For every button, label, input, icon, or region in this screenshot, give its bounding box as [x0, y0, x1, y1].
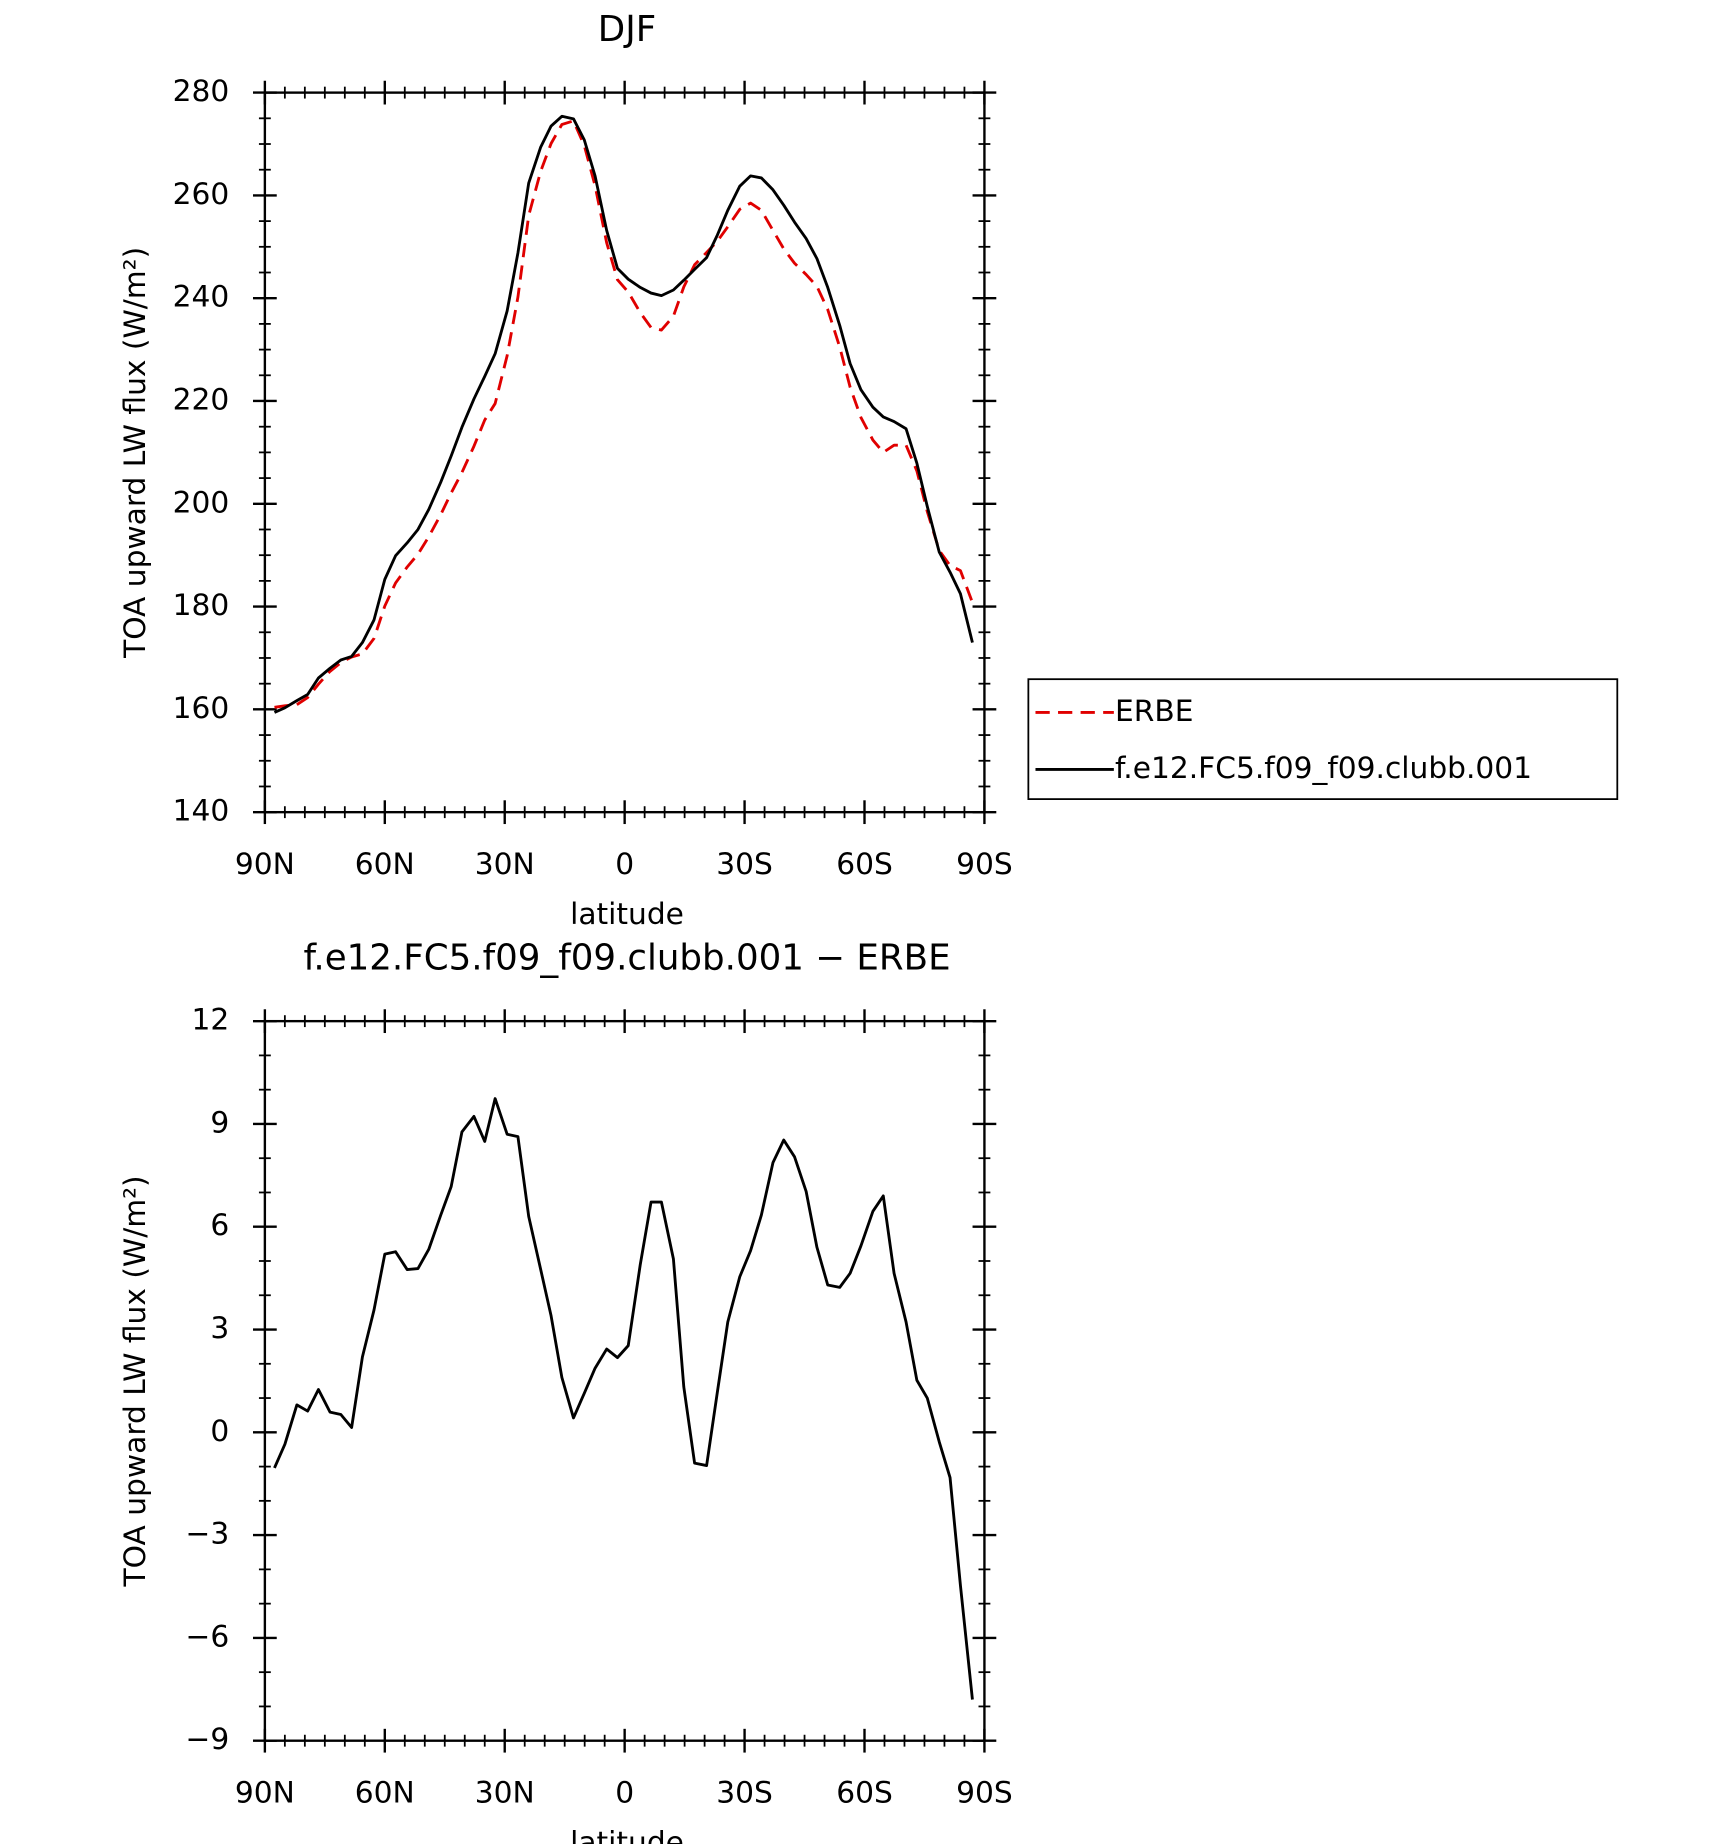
plot-frame — [263, 1019, 986, 1742]
legend: ERBE f.e12.FC5.f09_f09.clubb.001 — [1027, 678, 1619, 800]
y-tick-label: 0 — [210, 1413, 229, 1448]
x-tick-label: 30S — [716, 1775, 773, 1810]
x-tick-label: 90N — [235, 1775, 295, 1810]
x-tick-label: 30N — [475, 846, 535, 881]
plot-frame — [263, 91, 986, 814]
x-tick-label: 30S — [716, 846, 773, 881]
legend-label: f.e12.FC5.f09_f09.clubb.001 — [1115, 750, 1532, 785]
y-tick-label: 280 — [173, 73, 230, 108]
data-line — [273, 114, 974, 714]
y-tick-label: 260 — [173, 176, 230, 211]
legend-label: ERBE — [1115, 693, 1193, 728]
y-tick-label: 220 — [173, 381, 230, 416]
y-tick-label: 180 — [173, 587, 230, 622]
y-tick-label: −3 — [186, 1516, 230, 1551]
x-tick-label: 90N — [235, 846, 295, 881]
y-tick-label: 9 — [210, 1104, 229, 1139]
y-tick-label: −9 — [186, 1721, 230, 1756]
y-tick-label: 3 — [210, 1310, 229, 1345]
y-tick-label: 12 — [191, 1002, 229, 1037]
legend-box — [1027, 678, 1619, 800]
y-axis-label: TOA upward LW flux (W/m²) — [117, 1175, 152, 1587]
y-tick-label: 6 — [210, 1207, 229, 1242]
x-tick-label: 60N — [355, 846, 415, 881]
x-tick-label: 60S — [836, 846, 893, 881]
y-tick-label: −6 — [186, 1618, 230, 1653]
x-axis-label: latitude — [570, 1825, 684, 1844]
x-tick-label: 60N — [355, 1775, 415, 1810]
x-tick-label: 0 — [615, 846, 634, 881]
data-line — [273, 1097, 974, 1700]
data-line — [274, 119, 974, 709]
x-tick-label: 60S — [836, 1775, 893, 1810]
y-tick-label: 200 — [173, 484, 230, 519]
y-axis-label: TOA upward LW flux (W/m²) — [117, 247, 152, 659]
x-tick-label: 90S — [956, 846, 1013, 881]
x-axis-label: latitude — [570, 896, 684, 931]
y-tick-label: 160 — [173, 690, 230, 725]
x-tick-label: 90S — [956, 1775, 1013, 1810]
y-tick-label: 240 — [173, 279, 230, 314]
x-tick-label: 30N — [475, 1775, 535, 1810]
chart-title: DJF — [598, 9, 656, 50]
y-tick-label: 140 — [173, 793, 230, 828]
chart-title: f.e12.FC5.f09_f09.clubb.001 − ERBE — [303, 937, 950, 978]
x-tick-label: 0 — [615, 1775, 634, 1810]
